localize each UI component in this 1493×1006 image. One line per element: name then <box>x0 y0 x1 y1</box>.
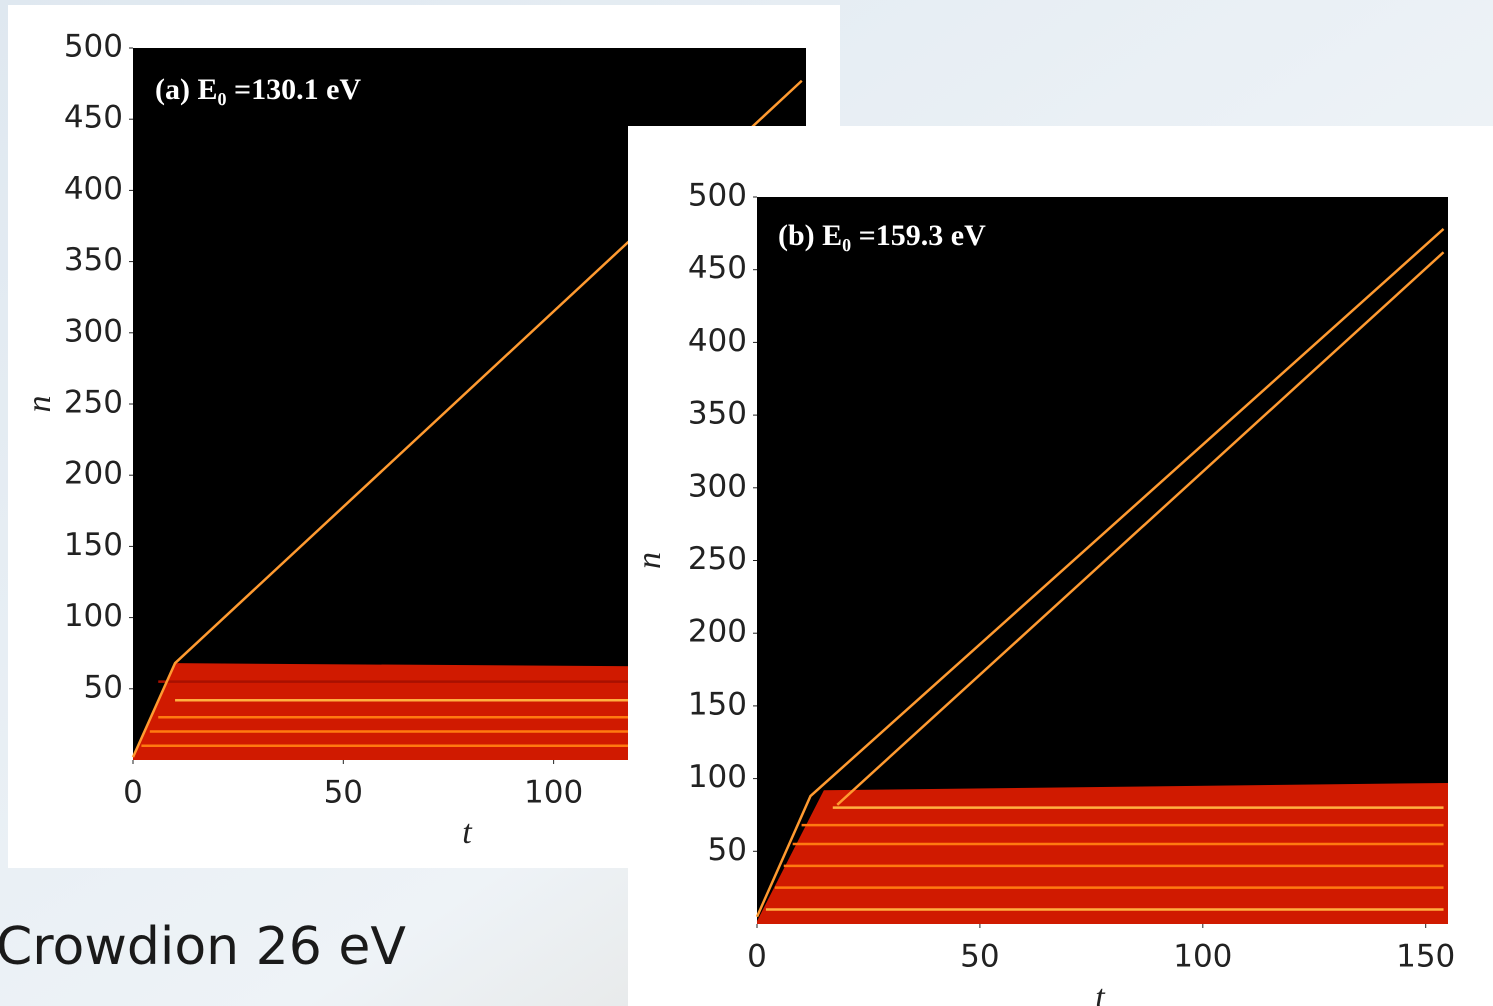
y-tick-label: 100 <box>688 759 747 795</box>
chart-title: (b) E₀ =159.3 eV <box>778 219 986 252</box>
x-tick-label: 100 <box>524 775 583 811</box>
y-tick-label: 400 <box>64 171 123 207</box>
x-axis-label: t <box>462 814 473 851</box>
x-tick-label: 0 <box>747 939 767 975</box>
x-axis-label: t <box>1095 979 1106 1006</box>
y-tick-label: 50 <box>708 832 747 868</box>
y-tick-label: 450 <box>64 100 123 136</box>
x-tick-label: 0 <box>123 775 143 811</box>
x-tick-label: 150 <box>1396 939 1455 975</box>
area <box>757 782 1448 924</box>
trace-line <box>755 228 1445 918</box>
trace-line <box>836 251 1445 806</box>
y-tick-label: 400 <box>688 323 747 359</box>
trace-line <box>131 79 803 758</box>
x-tick-label: 50 <box>324 775 363 811</box>
chart-panel: 50 100 150 200 250 300 350 400 450 500 0 50 100 150 (b… <box>628 126 1493 1006</box>
y-tick-label: 350 <box>688 396 747 432</box>
y-tick-label: 250 <box>64 385 123 421</box>
y-tick-label: 150 <box>688 686 747 722</box>
y-tick-label: 200 <box>688 614 747 650</box>
y-tick-label: 50 <box>84 669 123 705</box>
y-tick-label: 200 <box>64 456 123 492</box>
y-axis-label: n <box>631 552 668 569</box>
y-tick-label: 450 <box>688 250 747 286</box>
x-tick-label: 50 <box>960 939 999 975</box>
y-tick-label: 300 <box>688 468 747 504</box>
y-tick-label: 150 <box>64 527 123 563</box>
slide-caption: Crowdion 26 eV <box>0 917 406 977</box>
y-tick-label: 350 <box>64 242 123 278</box>
y-tick-label: 250 <box>688 541 747 577</box>
y-axis-label: n <box>21 396 58 413</box>
y-tick-label: 100 <box>64 598 123 634</box>
y-tick-label: 500 <box>64 29 123 65</box>
chart-title: (a) E₀ =130.1 eV <box>155 73 361 106</box>
y-tick-label: 300 <box>64 313 123 349</box>
y-tick-label: 500 <box>688 178 747 214</box>
x-tick-label: 100 <box>1173 939 1232 975</box>
